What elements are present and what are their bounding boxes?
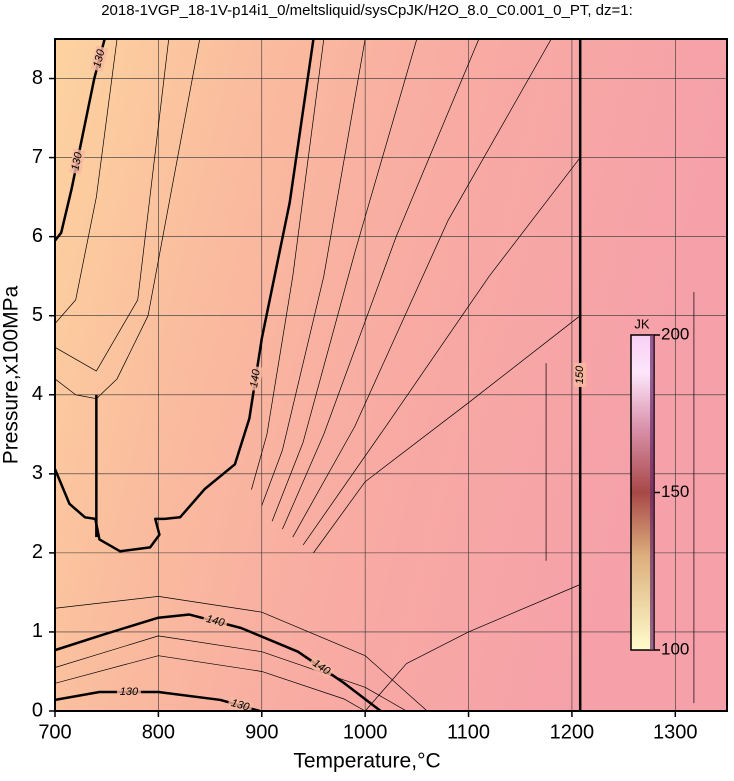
contour-label: 130 <box>120 686 139 698</box>
contour-label-bg <box>307 655 335 680</box>
x-tick-label: 1000 <box>343 721 388 743</box>
plot-area: 130130140140140130130150150 <box>55 39 727 714</box>
minor-contour <box>55 39 201 400</box>
chart-title: 2018-1VGP_18-1V-p14i1_0/meltsliquid/sysC… <box>101 2 633 19</box>
minor-contour <box>271 39 418 522</box>
colorbar-edge <box>650 335 654 650</box>
colorbar-label: JK <box>634 316 650 331</box>
contour-label: 140 <box>205 613 227 629</box>
minor-contour <box>55 655 366 711</box>
contour-label-bg <box>226 696 254 711</box>
contour-label-group: 150 <box>574 363 587 387</box>
minor-contour <box>364 584 581 711</box>
contour-label-group: 130 <box>90 45 109 72</box>
minor-contour <box>55 596 428 711</box>
contour-label: 130 <box>230 697 252 714</box>
colorbar-tick-label: 150 <box>661 482 689 501</box>
contour-label-group: 130 <box>68 148 86 175</box>
y-tick-label: 7 <box>32 146 43 168</box>
plot-background <box>55 39 727 711</box>
y-tick-label: 3 <box>32 462 43 484</box>
x-tick-label: 1200 <box>550 721 595 743</box>
contour-label: 140 <box>248 368 263 389</box>
x-tick-label: 1300 <box>653 721 698 743</box>
x-tick-label: 800 <box>142 721 175 743</box>
x-tick-label: 700 <box>38 721 71 743</box>
contour-label: 130 <box>69 150 85 171</box>
colorbar-tick-label: 200 <box>661 324 689 343</box>
minor-contour <box>302 157 581 546</box>
y-tick-label: 4 <box>32 383 43 405</box>
minor-contour <box>282 39 480 530</box>
colorbar-tick-label: 100 <box>661 639 689 658</box>
y-tick-label: 0 <box>32 699 43 721</box>
minor-contour <box>261 39 366 506</box>
y-tick-label: 6 <box>32 225 43 247</box>
contour-label-group: 140 <box>247 365 264 392</box>
contour-label-bg <box>574 363 587 387</box>
contour <box>55 39 315 553</box>
y-tick-label: 8 <box>32 67 43 89</box>
contour-label-group: 130 <box>116 686 141 699</box>
y-tick-label: 1 <box>32 620 43 642</box>
y-tick-label: 5 <box>32 304 43 326</box>
minor-contour <box>313 315 581 554</box>
minor-contour <box>55 39 170 372</box>
contour-label-bg <box>116 686 141 699</box>
contour-label-bg <box>90 45 109 72</box>
plot-frame <box>54 38 728 712</box>
minor-contour <box>251 39 325 490</box>
contour-label-group: 130 <box>226 696 254 714</box>
minor-contour <box>292 39 552 538</box>
contour-label-bg <box>202 612 229 631</box>
x-tick-label: 900 <box>245 721 278 743</box>
x-axis-label: Temperature,°C <box>293 750 440 773</box>
x-tick-label: 1100 <box>447 721 490 743</box>
contour-label: 130 <box>91 47 107 69</box>
y-axis-label: Pressure,x100MPa <box>0 285 23 464</box>
y-tick-label: 2 <box>32 541 43 563</box>
contour-label: 150 <box>574 365 586 384</box>
minor-contour <box>55 39 118 324</box>
contour-label-bg <box>247 365 264 392</box>
contour-label-group: 140 <box>202 612 229 631</box>
contour-label-bg <box>68 148 86 175</box>
